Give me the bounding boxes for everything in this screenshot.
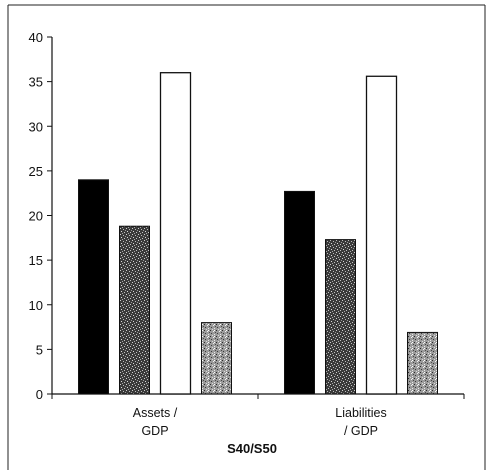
x-category-label: Liabilities / GDP (335, 406, 386, 438)
y-axis-ticks: 0 5 10 15 20 25 30 35 40 (29, 30, 52, 402)
x-axis-title: S40/S50 (227, 441, 277, 456)
bar (119, 225, 150, 395)
y-tick-label: 20 (29, 209, 43, 224)
y-tick-label: 30 (29, 119, 43, 134)
bar (407, 331, 438, 395)
y-tick-label: 5 (36, 342, 43, 357)
y-tick-label: 25 (29, 164, 43, 179)
bar (284, 190, 315, 395)
y-tick-label: 40 (29, 30, 43, 45)
bar (201, 322, 232, 395)
bar (159, 72, 192, 395)
y-tick-label: 15 (29, 253, 43, 268)
bars-group (78, 72, 438, 395)
bar (78, 179, 109, 395)
bar (365, 75, 398, 395)
y-tick-label: 10 (29, 298, 43, 313)
x-axis-ticks: Assets / GDP Liabilities / GDP (51, 394, 465, 438)
y-tick-label: 35 (29, 75, 43, 90)
y-tick-label: 0 (36, 387, 43, 402)
bar (325, 239, 356, 395)
x-category-label: Assets / GDP (133, 406, 178, 438)
